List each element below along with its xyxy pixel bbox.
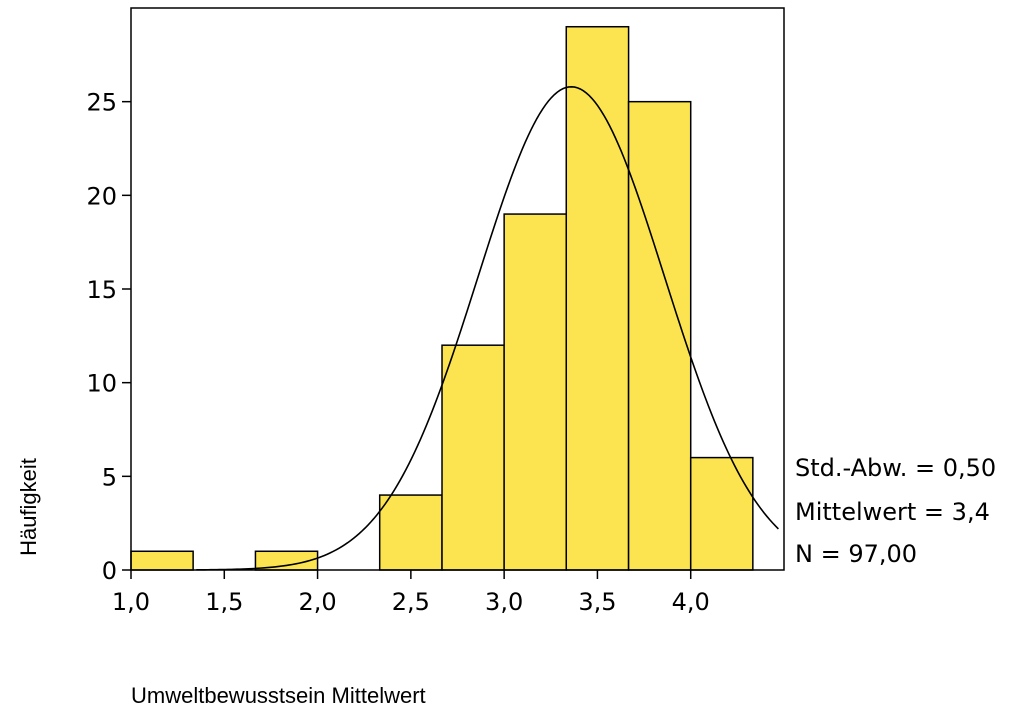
y-axis: 0 5 10 15 20 25	[86, 89, 131, 585]
stats-n: N = 97,00	[795, 540, 917, 568]
histogram-bar-6	[503, 213, 568, 571]
stats-mean: Mittelwert = 3,4	[795, 498, 990, 526]
y-tick-label: 15	[86, 276, 117, 304]
y-tick-label: 5	[102, 463, 117, 491]
x-axis-title: Umweltbewusstsein Mittelwert	[131, 683, 426, 708]
normal-curve	[196, 85, 779, 571]
y-axis-title: Häufigkeit	[16, 458, 41, 556]
y-tick-label: 20	[86, 182, 117, 210]
x-tick-label: 4,0	[672, 588, 710, 616]
histogram-bar-7	[565, 25, 630, 571]
histogram-bar-5	[441, 344, 505, 571]
x-tick-label: 1,5	[205, 588, 243, 616]
stats-std: Std.-Abw. = 0,50	[795, 454, 996, 482]
x-tick-label: 2,5	[392, 588, 430, 616]
histogram-bar-0	[130, 550, 194, 571]
y-tick-label: 0	[102, 557, 117, 585]
y-tick-label: 10	[86, 370, 117, 398]
x-tick-label: 3,0	[485, 588, 523, 616]
x-tick-label: 1,0	[112, 588, 150, 616]
histogram-bar-4	[378, 494, 443, 571]
histogram-bar-8	[627, 100, 692, 571]
histogram-bar-9	[689, 456, 754, 571]
bars-group	[130, 25, 754, 571]
x-axis: 1,0 1,5 2,0 2,5 3,0 3,5 4,0	[112, 570, 710, 616]
y-tick-label: 25	[86, 89, 117, 117]
x-tick-label: 2,0	[298, 588, 336, 616]
x-tick-label: 3,5	[578, 588, 616, 616]
